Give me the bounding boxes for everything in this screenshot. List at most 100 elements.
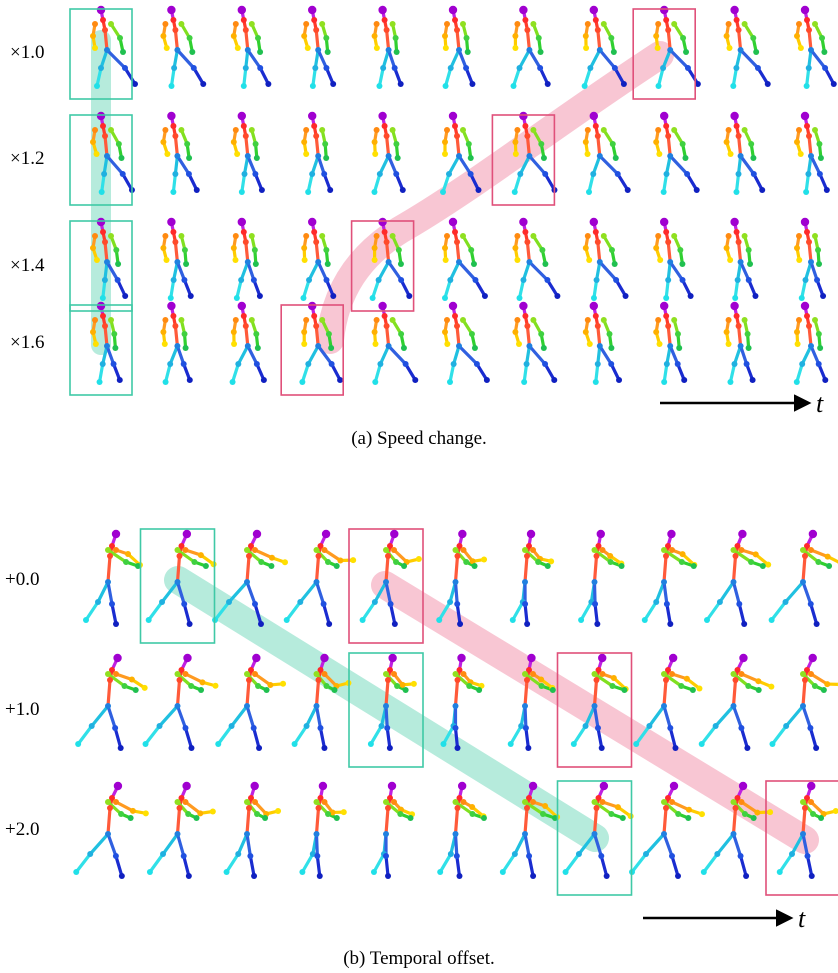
skeleton-a-r0-f6 xyxy=(510,5,551,89)
skeleton-a-r1-f9 xyxy=(723,111,766,195)
skeleton-b-r1-f6 xyxy=(507,653,556,751)
skeleton-a-r3-f2 xyxy=(229,301,267,385)
row-label-x1-0: ×1.0 xyxy=(10,42,44,63)
skeleton-a-r2-f9 xyxy=(723,217,759,301)
skeleton-a-r2-f4 xyxy=(369,217,413,301)
skeleton-a-r3-f8 xyxy=(653,301,688,385)
teal-highlight-box-b-r2 xyxy=(556,780,633,896)
row-label-x1-4: ×1.4 xyxy=(10,255,45,276)
skeleton-a-r3-f9 xyxy=(723,301,756,385)
skeleton-b-r0-f6 xyxy=(509,529,555,627)
skeleton-a-r1-f5 xyxy=(440,111,482,195)
panel-speed-change: ×1.0 ×1.2 ×1.4 ×1.6 t (a) Speed change. xyxy=(10,5,837,449)
skeleton-b-r1-f5 xyxy=(440,653,485,751)
pink-highlight-box-a-r2 xyxy=(350,220,415,312)
pink-highlight-box-a-r0 xyxy=(632,8,697,100)
skeleton-b-r2-f2 xyxy=(223,781,282,879)
skeleton-a-r0-f0 xyxy=(90,5,138,89)
skeleton-a-r0-f8 xyxy=(653,5,701,89)
skeleton-a-r1-f7 xyxy=(582,111,631,195)
row-label-plus-0-0: +0.0 xyxy=(5,569,39,590)
skeleton-a-r2-f5 xyxy=(441,217,488,301)
pink-highlight-box-b-r0 xyxy=(348,528,424,644)
row-label-plus-2-0: +2.0 xyxy=(5,819,39,840)
row-label-x1-2: ×1.2 xyxy=(10,148,44,169)
skeleton-b-r0-f9 xyxy=(703,529,772,627)
skeleton-b-r2-f0 xyxy=(73,781,149,879)
caption-a: (a) Speed change. xyxy=(351,428,487,449)
skeleton-b-r2-f10 xyxy=(776,781,838,879)
teal-highlight-box-a-r2 xyxy=(69,220,133,312)
skeleton-b-r2-f4 xyxy=(370,781,416,879)
skeleton-a-r2-f6 xyxy=(512,217,561,301)
skeleton-b-r1-f2 xyxy=(215,653,287,751)
skeleton-b-r0-f4 xyxy=(359,529,422,627)
teal-highlight-box-a-r3 xyxy=(69,304,133,396)
skeleton-b-r0-f10 xyxy=(768,529,838,627)
teal-highlight-box-b-r0 xyxy=(139,528,216,644)
skeleton-b-r1-f8 xyxy=(633,653,703,751)
skeleton-a-r1-f4 xyxy=(371,111,406,195)
skeleton-b-r0-f8 xyxy=(641,529,698,627)
pink-highlight-box-b-r1 xyxy=(556,652,633,768)
skeleton-a-r0-f10 xyxy=(794,5,837,89)
row-label-x1-6: ×1.6 xyxy=(10,332,44,353)
skeleton-b-r2-f9 xyxy=(700,781,774,879)
skeleton-b-r1-f3 xyxy=(291,653,352,751)
skeleton-b-r2-f3 xyxy=(299,781,347,879)
time-axis-label-a: t xyxy=(816,389,824,418)
skeleton-a-r3-f10 xyxy=(793,301,829,385)
skeleton-a-r2-f2 xyxy=(230,217,263,301)
skeleton-b-r0-f5 xyxy=(436,529,488,627)
pink-highlight-box-a-r3 xyxy=(280,304,345,396)
skeleton-b-r0-f7 xyxy=(578,529,625,627)
skeleton-b-r0-f2 xyxy=(212,529,288,627)
skeleton-a-r3-f0 xyxy=(90,301,123,385)
skeleton-a-r0-f3 xyxy=(301,5,337,89)
skeleton-b-r1-f1 xyxy=(142,653,219,751)
skeleton-a-r0-f4 xyxy=(371,5,404,89)
skeleton-b-r1-f9 xyxy=(698,653,775,751)
teal-highlight-box-a-r1 xyxy=(69,114,133,206)
skeleton-b-r2-f6 xyxy=(499,781,561,879)
skeleton-a-r0-f1 xyxy=(160,5,207,89)
skeleton-a-r2-f3 xyxy=(300,217,337,301)
skeleton-b-r1-f0 xyxy=(75,653,148,751)
time-axis-label-b: t xyxy=(798,904,806,933)
skeleton-a-r3-f4 xyxy=(371,301,419,385)
teal-highlight-box-b-r1 xyxy=(348,652,424,768)
skeleton-b-r1-f7 xyxy=(570,653,629,751)
skeleton-a-r1-f3 xyxy=(301,111,334,195)
caption-b: (b) Temporal offset. xyxy=(343,948,495,969)
skeleton-b-r2-f7 xyxy=(562,781,634,879)
skeleton-a-r3-f6 xyxy=(512,301,558,385)
skeleton-b-r2-f1 xyxy=(146,781,216,879)
skeleton-a-r1-f0 xyxy=(90,111,135,195)
skeleton-a-r1-f1 xyxy=(160,111,200,195)
skeleton-b-r0-f0 xyxy=(83,529,143,627)
skeleton-a-r1-f10 xyxy=(794,111,830,195)
skeleton-a-r2-f1 xyxy=(160,217,194,301)
skeleton-a-r0-f7 xyxy=(581,5,627,89)
skeleton-b-r0-f1 xyxy=(145,529,217,627)
skeleton-a-r3-f1 xyxy=(160,301,193,385)
skeleton-a-r1-f2 xyxy=(230,111,265,195)
skeleton-a-r0-f2 xyxy=(230,5,272,89)
panel-temporal-offset: +0.0 +1.0 +2.0 t (b) Temporal offset. xyxy=(5,528,838,969)
skeleton-a-r0-f9 xyxy=(723,5,771,89)
skeleton-b-r2-f5 xyxy=(437,781,487,879)
skeleton-a-r3-f5 xyxy=(442,301,490,385)
teal-highlight-box-a-r0 xyxy=(69,8,133,100)
skeleton-a-r3-f3 xyxy=(299,301,344,385)
pink-trajectory-a xyxy=(316,41,674,354)
skeleton-a-r3-f7 xyxy=(582,301,623,385)
skeleton-a-r0-f5 xyxy=(442,5,476,89)
skeleton-a-r1-f6 xyxy=(511,111,558,195)
skeleton-a-r2-f8 xyxy=(653,217,694,301)
skeleton-b-r2-f8 xyxy=(629,781,705,879)
pink-highlight-box-a-r1 xyxy=(491,114,556,206)
pink-highlight-box-b-r2 xyxy=(765,780,838,896)
row-label-plus-1-0: +1.0 xyxy=(5,699,39,720)
skeleton-b-r1-f10 xyxy=(769,653,838,751)
